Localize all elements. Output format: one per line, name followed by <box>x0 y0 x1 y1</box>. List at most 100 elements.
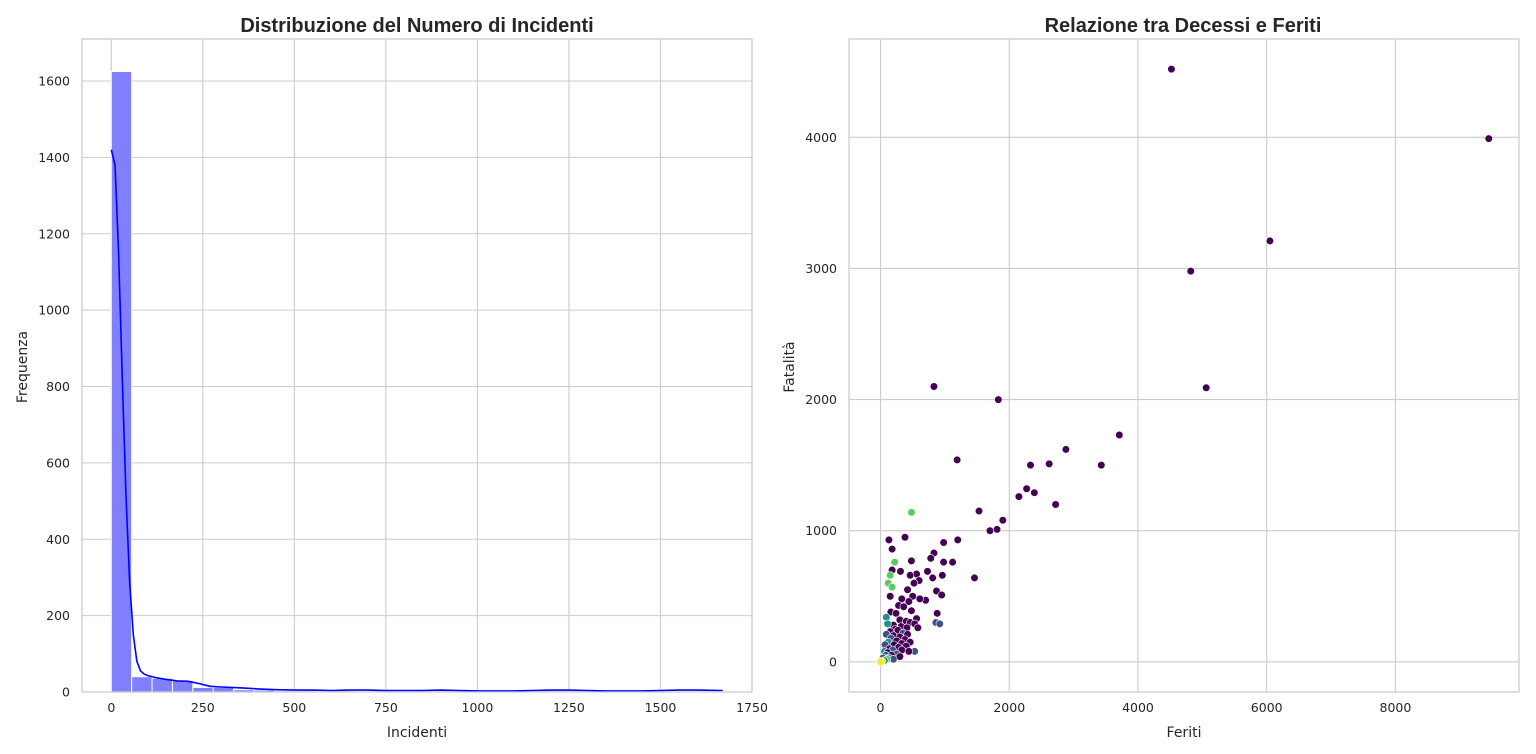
scatter-point <box>926 554 935 563</box>
histogram-y-label: Frequenza <box>15 331 31 403</box>
scatter-y-tick-label: 3000 <box>805 261 837 276</box>
histogram-title: Distribuzione del Numero di Incidenti <box>240 15 593 37</box>
histogram-panel: Distribuzione del Numero di Incidenti 0 2… <box>15 15 768 741</box>
scatter-point <box>888 544 897 554</box>
histogram-frame <box>81 38 753 693</box>
scatter-point <box>903 585 912 594</box>
histogram-x-tick-label: 0 <box>107 700 115 715</box>
scatter-point <box>994 395 1003 404</box>
scatter-point <box>928 573 937 583</box>
scatter-point <box>948 558 957 567</box>
scatter-point <box>897 594 906 604</box>
histogram-kde-line <box>110 149 723 692</box>
scatter-point <box>939 538 948 547</box>
scatter-point <box>913 623 922 632</box>
scatter-point <box>886 571 895 580</box>
histogram-y-tick-label: 1400 <box>38 150 70 165</box>
histogram-y-tick-label: 1600 <box>38 74 70 89</box>
scatter-point <box>1167 65 1176 74</box>
scatter-point <box>974 506 984 516</box>
histogram-grid <box>82 39 753 693</box>
histogram-x-tick-label: 500 <box>282 700 306 715</box>
scatter-point <box>935 619 944 628</box>
histogram-x-label: Incidenti <box>387 725 447 741</box>
scatter-point <box>900 533 910 542</box>
histogram-y-tick-label: 0 <box>62 685 70 700</box>
scatter-point <box>1022 484 1031 493</box>
scatter-y-label: Fatalità <box>782 341 798 392</box>
scatter-point <box>891 609 901 618</box>
histogram-x-tick-label: 1500 <box>645 700 677 715</box>
scatter-point <box>896 567 905 576</box>
scatter-panel: Relazione tra Decessi e Feriti 0 2000 4000… <box>782 15 1520 741</box>
scatter-point <box>998 516 1007 525</box>
scatter-point <box>985 526 995 535</box>
scatter-point <box>1030 488 1039 497</box>
scatter-x-label: Feriti <box>1167 725 1202 741</box>
scatter-point <box>906 571 915 580</box>
scatter-point <box>938 571 947 580</box>
scatter-y-tick-label: 2000 <box>805 392 837 407</box>
scatter-point <box>907 508 916 517</box>
scatter-frame <box>848 38 1520 693</box>
histogram-y-tick-label: 1200 <box>38 226 70 241</box>
scatter-point <box>970 573 979 583</box>
scatter-point <box>923 567 932 576</box>
scatter-y-tick-label: 1000 <box>805 523 837 538</box>
scatter-point <box>907 606 916 615</box>
scatter-point <box>953 535 962 544</box>
scatter-point <box>929 382 939 391</box>
scatter-title: Relazione tra Decessi e Feriti <box>1045 15 1322 37</box>
scatter-y-ticks: 0 1000 2000 3000 4000 <box>805 130 837 669</box>
scatter-grid <box>849 39 1519 692</box>
scatter-point <box>1186 266 1195 276</box>
histogram-bar <box>192 686 214 693</box>
scatter-y-tick-label: 0 <box>829 654 837 669</box>
scatter-x-tick-label: 4000 <box>1122 700 1154 715</box>
scatter-x-tick-label: 2000 <box>993 700 1025 715</box>
histogram-y-tick-label: 400 <box>46 532 70 547</box>
scatter-point <box>899 602 908 611</box>
scatter-point <box>933 609 942 618</box>
scatter-point <box>882 613 891 622</box>
histogram-x-tick-label: 1000 <box>462 700 494 715</box>
scatter-point <box>915 594 924 604</box>
histogram-x-tick-label: 1750 <box>736 700 768 715</box>
histogram-x-tick-label: 1250 <box>553 700 585 715</box>
scatter-point <box>1014 492 1024 501</box>
scatter-point <box>886 592 895 601</box>
scatter-point <box>937 590 946 600</box>
scatter-point <box>904 597 913 606</box>
scatter-x-tick-label: 6000 <box>1251 700 1283 715</box>
histogram-bar <box>131 676 153 693</box>
histogram-x-ticks: 0 250 500 750 1000 1250 1500 1750 <box>107 700 768 715</box>
histogram-x-tick-label: 250 <box>191 700 215 715</box>
scatter-point <box>1061 445 1070 454</box>
scatter-point <box>992 525 1002 534</box>
scatter-point <box>909 579 919 588</box>
scatter-points <box>876 65 1493 666</box>
scatter-point <box>904 647 913 656</box>
scatter-point <box>888 583 897 592</box>
histogram-y-tick-label: 200 <box>46 608 70 623</box>
histogram-y-tick-label: 600 <box>46 455 70 470</box>
histogram-y-ticks: 0 200 400 600 800 1000 1200 1400 1600 <box>38 74 70 700</box>
scatter-point <box>1097 461 1106 470</box>
scatter-point <box>890 558 899 567</box>
scatter-point <box>1265 236 1275 246</box>
scatter-point <box>884 535 894 544</box>
scatter-point <box>883 619 892 628</box>
histogram-y-tick-label: 800 <box>46 379 70 394</box>
scatter-point <box>1045 459 1054 468</box>
scatter-x-ticks: 0 2000 4000 6000 8000 <box>877 700 1412 715</box>
scatter-point <box>1115 430 1124 440</box>
scatter-x-tick-label: 0 <box>877 700 885 715</box>
scatter-x-tick-label: 8000 <box>1380 700 1412 715</box>
scatter-point <box>1026 461 1035 470</box>
scatter-point <box>1202 383 1211 392</box>
scatter-point <box>939 558 948 567</box>
scatter-point <box>907 556 916 565</box>
scatter-point <box>1051 500 1060 509</box>
scatter-point <box>876 657 885 666</box>
